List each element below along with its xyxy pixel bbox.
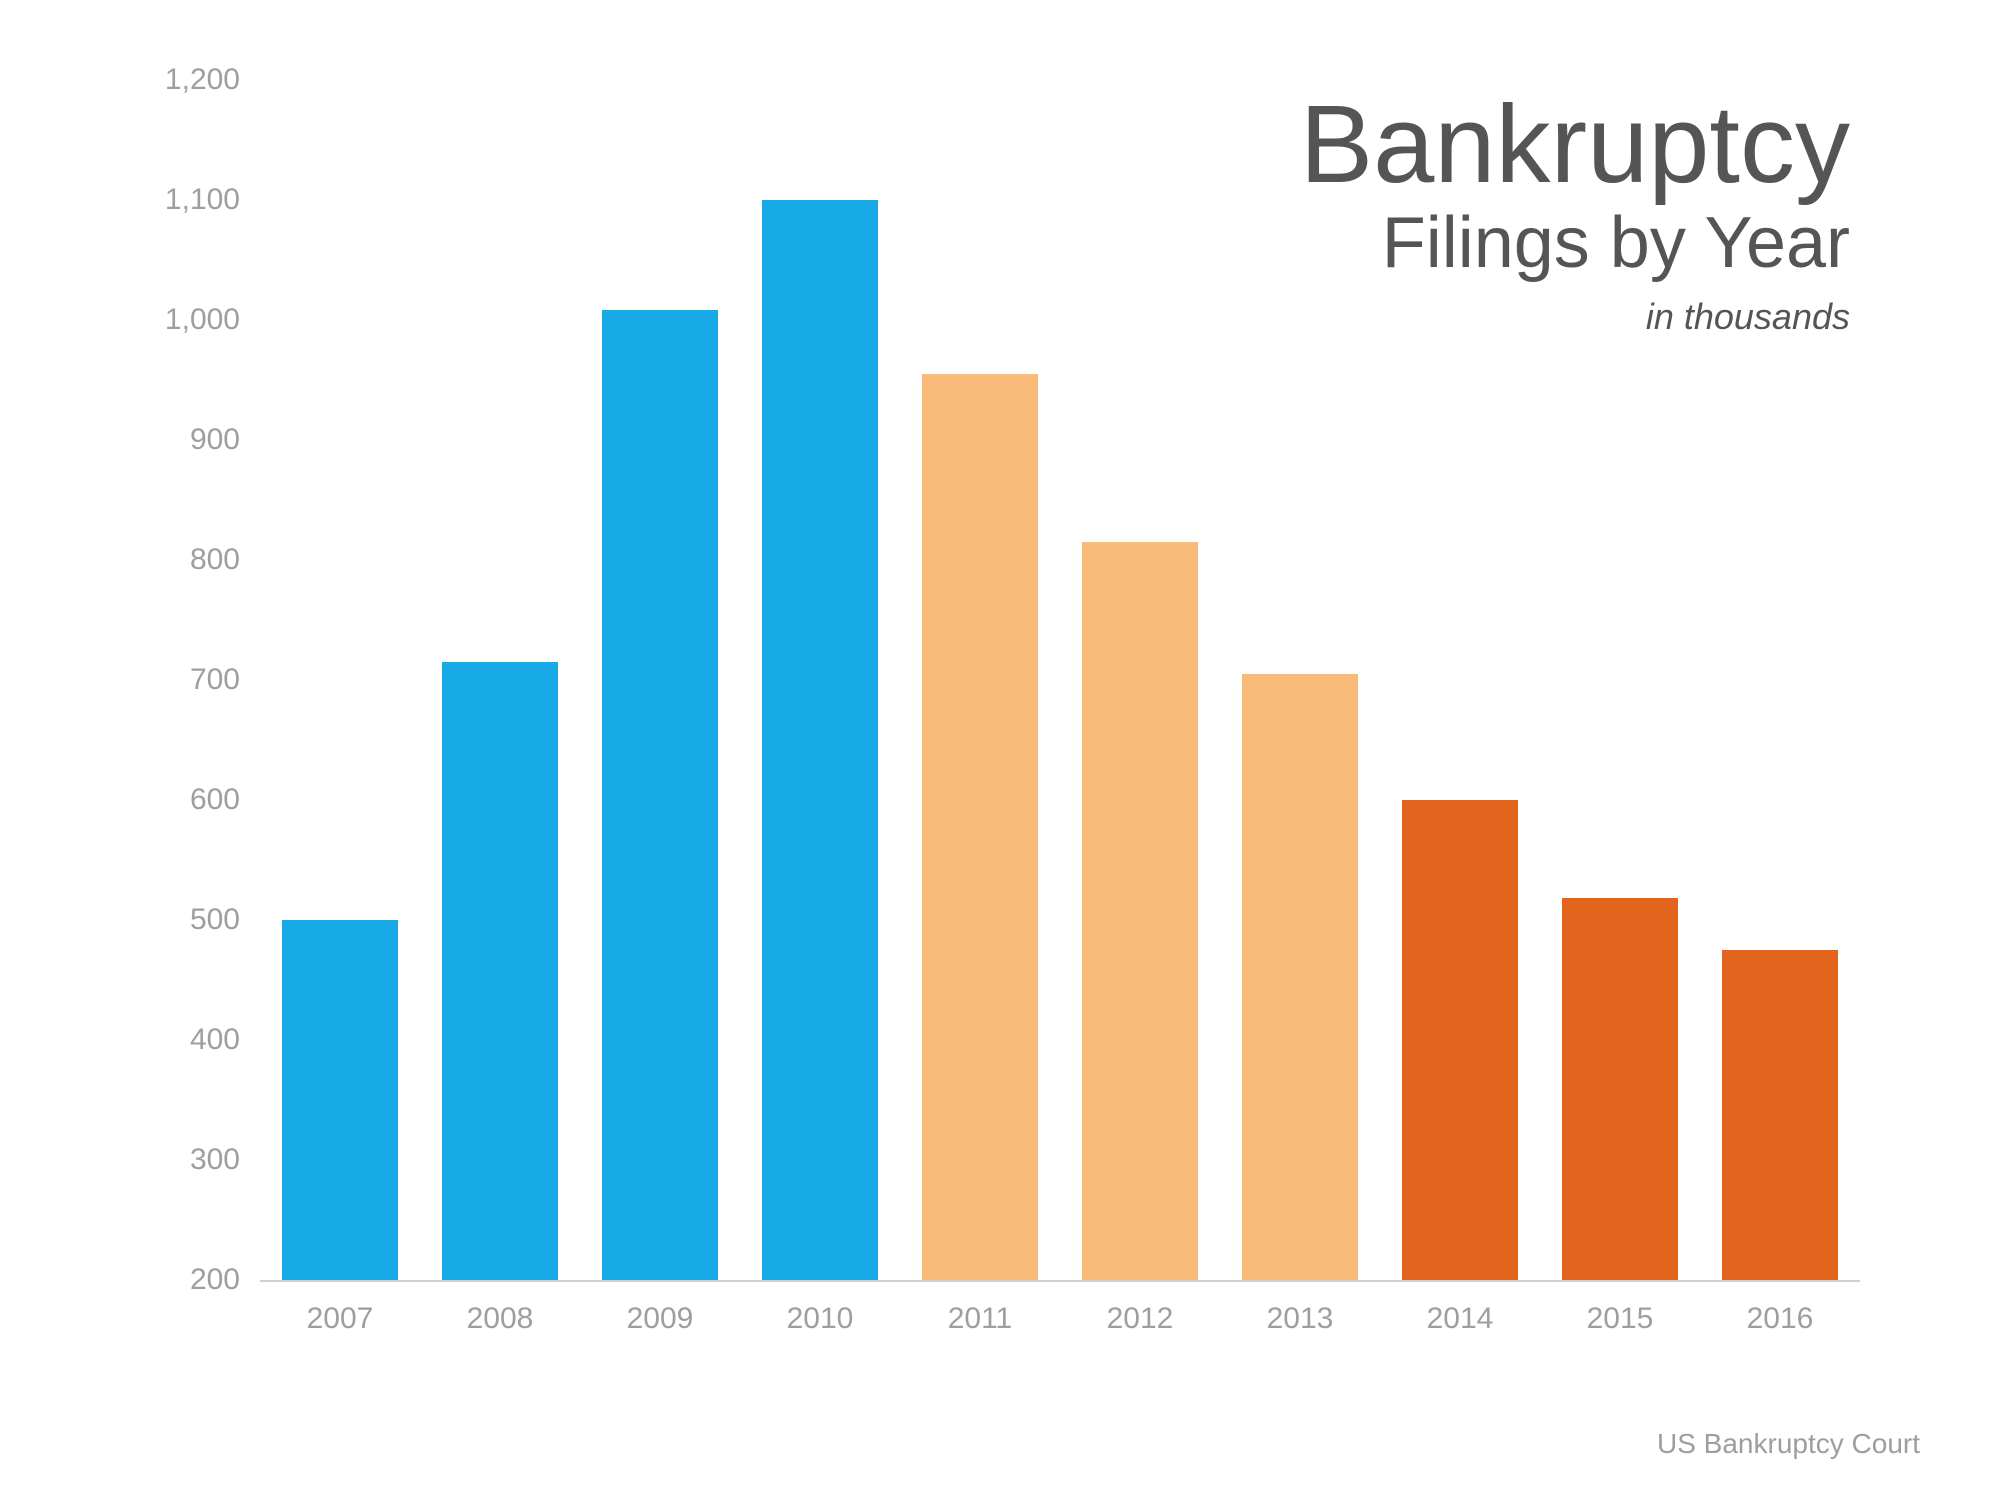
x-tick-label: 2015 — [1540, 1302, 1700, 1336]
y-tick-label: 1,200 — [165, 63, 240, 97]
y-tick-label: 400 — [190, 1023, 240, 1057]
x-tick-label: 2009 — [580, 1302, 740, 1336]
bar — [602, 310, 717, 1280]
bar — [1082, 542, 1197, 1280]
y-tick-label: 200 — [190, 1263, 240, 1297]
y-tick-label: 700 — [190, 663, 240, 697]
x-tick-label: 2008 — [420, 1302, 580, 1336]
x-tick-label: 2010 — [740, 1302, 900, 1336]
y-tick-label: 300 — [190, 1143, 240, 1177]
y-tick-label: 1,100 — [165, 183, 240, 217]
bar — [762, 200, 877, 1280]
x-tick-label: 2012 — [1060, 1302, 1220, 1336]
chart-container: 2003004005006007008009001,0001,1001,200 … — [130, 80, 1890, 1360]
bar — [1722, 950, 1837, 1280]
bar — [282, 920, 397, 1280]
bar — [1562, 898, 1677, 1280]
y-tick-label: 600 — [190, 783, 240, 817]
chart-title-unit: in thousands — [950, 296, 1850, 338]
y-tick-label: 1,000 — [165, 303, 240, 337]
chart-title-sub: Filings by Year — [950, 200, 1850, 286]
bar — [442, 662, 557, 1280]
x-tick-label: 2016 — [1700, 1302, 1860, 1336]
y-tick-label: 800 — [190, 543, 240, 577]
bar — [1402, 800, 1517, 1280]
x-tick-label: 2007 — [260, 1302, 420, 1336]
x-tick-label: 2011 — [900, 1302, 1060, 1336]
bar — [922, 374, 1037, 1280]
bar — [1242, 674, 1357, 1280]
chart-title-block: Bankruptcy Filings by Year in thousands — [950, 90, 1850, 338]
y-tick-label: 500 — [190, 903, 240, 937]
y-tick-label: 900 — [190, 423, 240, 457]
y-axis-labels: 2003004005006007008009001,0001,1001,200 — [130, 80, 240, 1360]
chart-title-main: Bankruptcy — [950, 90, 1850, 200]
x-tick-label: 2013 — [1220, 1302, 1380, 1336]
chart-source-label: US Bankruptcy Court — [1657, 1428, 1920, 1460]
x-axis-labels: 2007200820092010201120122013201420152016 — [260, 1290, 1860, 1350]
x-tick-label: 2014 — [1380, 1302, 1540, 1336]
